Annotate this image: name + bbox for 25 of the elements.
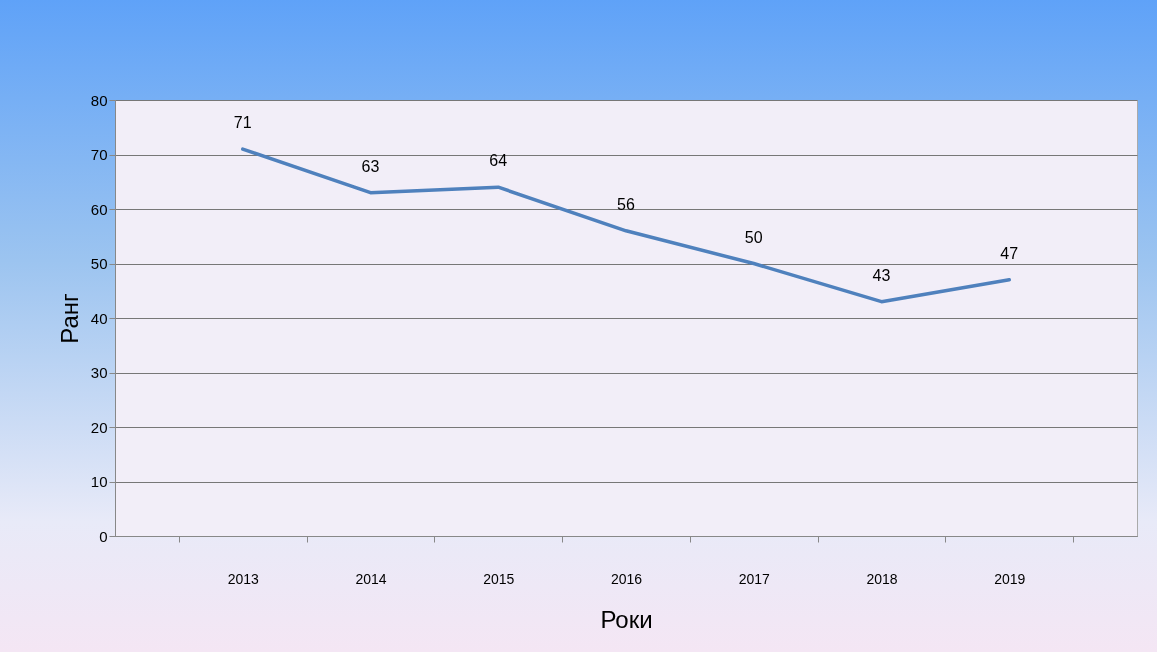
x-tick-label: 2017	[738, 570, 771, 587]
y-tick-label: 10	[90, 473, 108, 490]
y-tick-label: 20	[90, 418, 108, 436]
data-label: 43	[872, 266, 891, 284]
x-tick-label: 2019	[994, 570, 1026, 587]
y-tick-label: 70	[90, 146, 108, 163]
data-label: 64	[489, 152, 508, 170]
y-tick-label: 0	[99, 527, 108, 545]
data-label: 56	[617, 195, 635, 213]
y-tick-label: 30	[90, 364, 108, 381]
data-label: 47	[1000, 244, 1019, 262]
x-axis-title: Роки	[600, 605, 653, 633]
y-axis-title: Ранг	[55, 292, 83, 344]
y-tick-label: 50	[90, 255, 108, 272]
x-tick-label: 2016	[610, 570, 643, 587]
y-tick-label: 80	[90, 91, 108, 109]
y-tick-label: 40	[90, 309, 108, 327]
data-label: 63	[361, 157, 380, 175]
x-tick-label: 2018	[866, 570, 898, 587]
y-tick-label: 60	[90, 200, 108, 218]
data-label: 71	[233, 114, 252, 132]
x-tick-label: 2015	[483, 570, 515, 587]
data-label: 50	[744, 228, 763, 246]
x-tick-label: 2013	[227, 570, 260, 587]
x-tick-label: 2014	[355, 570, 387, 587]
